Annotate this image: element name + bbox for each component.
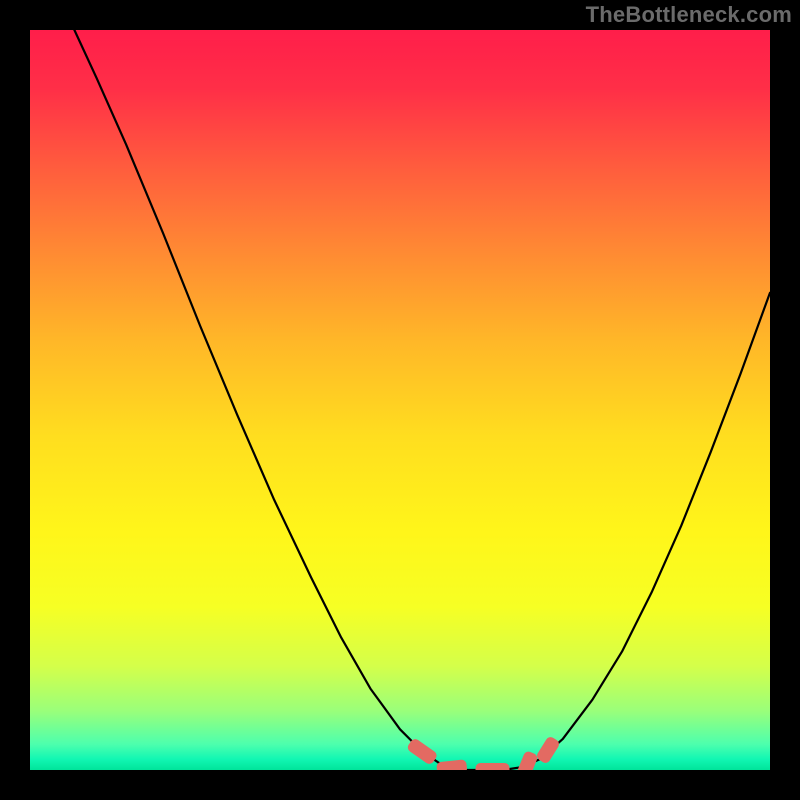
watermark-text: TheBottleneck.com [586, 2, 792, 28]
chart-svg [30, 30, 770, 770]
gradient-background [30, 30, 770, 770]
plot-area [30, 30, 770, 770]
curve-marker [476, 763, 510, 770]
chart-container: { "canvas": { "width": 800, "height": 80… [0, 0, 800, 800]
